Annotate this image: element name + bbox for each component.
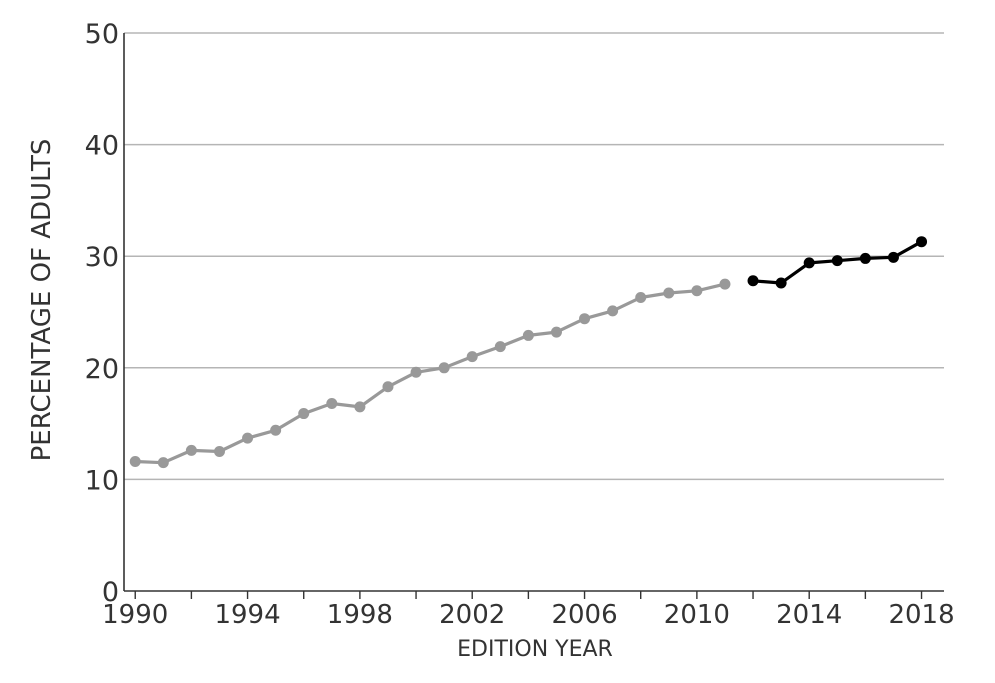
data-point-1998: [354, 401, 366, 413]
data-point-2009: [663, 287, 675, 299]
data-point-2001: [438, 362, 450, 374]
data-point-1996: [298, 408, 310, 420]
data-point-2000: [410, 366, 422, 378]
series-1: [747, 236, 928, 289]
data-point-2007: [607, 305, 619, 317]
x-tick-label-1998: 1998: [327, 600, 393, 630]
data-point-2013: [775, 277, 787, 289]
x-tick-label-2006: 2006: [551, 600, 617, 630]
series: [129, 236, 928, 469]
data-point-2002: [466, 351, 478, 363]
series-0: [129, 278, 731, 469]
data-point-2017: [887, 251, 899, 263]
y-tick-label-20: 20: [85, 354, 119, 385]
data-point-2018: [916, 236, 928, 248]
data-point-1997: [326, 398, 338, 410]
x-tick-label-2002: 2002: [439, 600, 505, 630]
x-tick-label-1990: 1990: [102, 600, 168, 630]
x-tick-label-2014: 2014: [776, 600, 842, 630]
x-tick-label-1994: 1994: [214, 600, 280, 630]
series-0-line: [133, 282, 727, 465]
data-point-2003: [494, 341, 506, 353]
data-point-1999: [382, 381, 394, 393]
data-point-1993: [213, 446, 225, 457]
tick-labels: 0 10 20 30 40 50 1990 1994 1998 2002 2006 2010 2014 2…: [85, 19, 955, 630]
x-axis-title: EDITION YEAR: [457, 637, 613, 662]
data-point-2011: [719, 278, 731, 290]
data-point-1994: [242, 432, 254, 444]
data-point-2005: [550, 326, 562, 338]
y-tick-label-0: 0: [102, 577, 119, 608]
data-point-1995: [270, 424, 282, 436]
x-tick-label-2010: 2010: [664, 600, 730, 630]
y-tick-label-30: 30: [85, 242, 119, 273]
data-point-2006: [579, 313, 591, 325]
data-point-2012: [747, 275, 759, 287]
data-point-2016: [859, 252, 871, 264]
data-point-2008: [635, 291, 647, 303]
x-tick-label-2018: 2018: [888, 600, 954, 630]
data-point-2015: [831, 255, 843, 267]
axes: [123, 33, 944, 599]
gridlines: [124, 32, 944, 481]
data-point-1990: [129, 456, 141, 468]
data-point-2004: [522, 329, 534, 341]
y-tick-label-10: 10: [85, 465, 119, 496]
data-point-2014: [803, 257, 815, 269]
data-point-1991: [157, 457, 169, 469]
y-tick-label-50: 50: [85, 19, 119, 50]
data-point-2010: [691, 285, 703, 297]
data-point-1992: [185, 444, 197, 456]
y-tick-label-40: 40: [85, 131, 119, 162]
y-axis-title: PERCENTAGE OF ADULTS: [27, 139, 57, 462]
